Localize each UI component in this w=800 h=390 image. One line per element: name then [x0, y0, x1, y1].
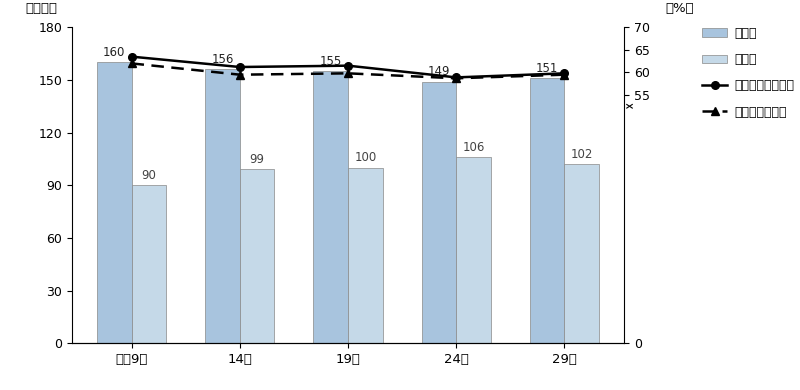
Text: 156: 156	[211, 53, 234, 66]
Bar	[131, 185, 166, 343]
Bar	[205, 69, 240, 343]
Text: 100: 100	[354, 151, 377, 164]
Bar	[97, 62, 131, 343]
Text: 90: 90	[142, 169, 156, 182]
Text: 155: 155	[319, 55, 342, 67]
Text: （万人）: （万人）	[25, 2, 57, 15]
Bar	[314, 71, 348, 343]
Bar	[240, 169, 274, 343]
Bar	[348, 168, 382, 343]
Bar	[565, 164, 599, 343]
Legend: 有業者, 無業者, 有業率（茨城県）, 有業率（全国）: 有業者, 無業者, 有業率（茨城県）, 有業率（全国）	[702, 27, 794, 119]
Text: 99: 99	[250, 153, 265, 166]
Text: 151: 151	[536, 62, 558, 74]
Text: （%）: （%）	[666, 2, 694, 15]
Text: 160: 160	[103, 46, 126, 59]
Bar	[530, 78, 565, 343]
Bar	[456, 157, 491, 343]
Text: 149: 149	[428, 65, 450, 78]
Bar	[422, 82, 456, 343]
Text: 102: 102	[570, 148, 593, 161]
Text: 106: 106	[462, 141, 485, 154]
